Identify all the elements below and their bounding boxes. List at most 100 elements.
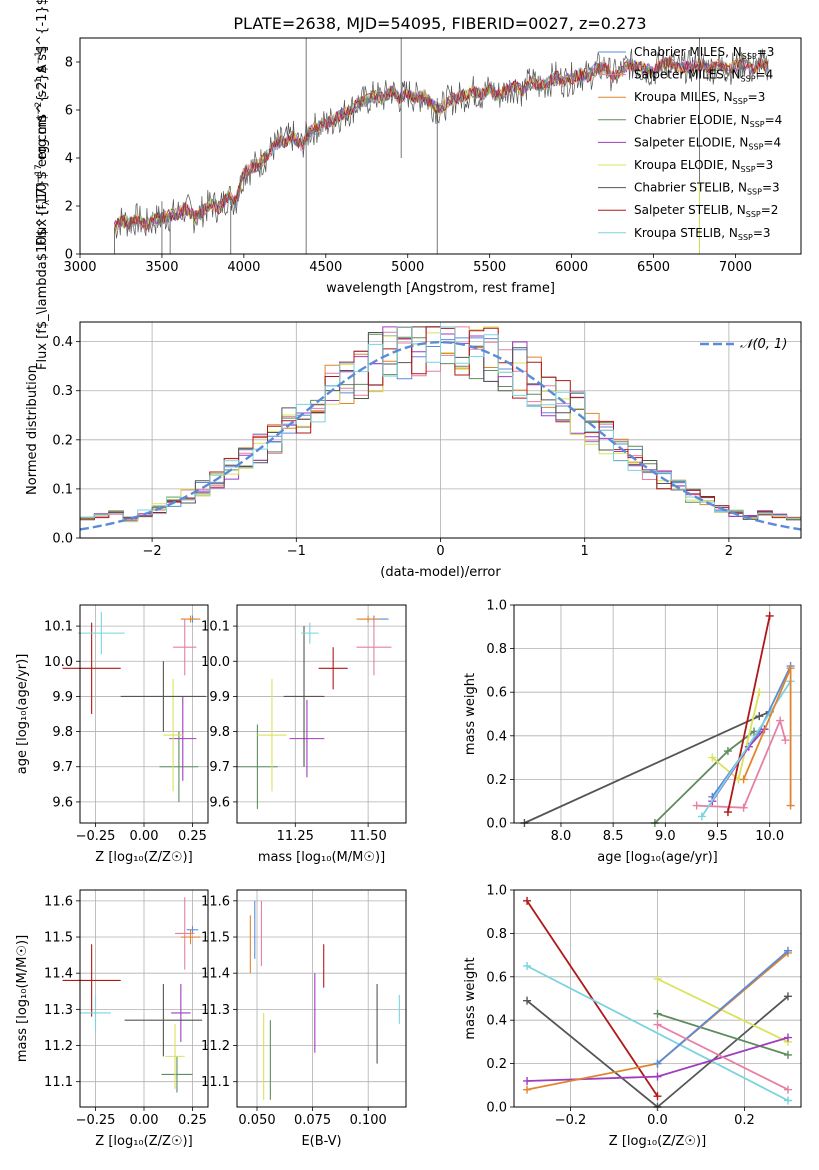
- series-marker-kroupa_elodie: [755, 688, 764, 697]
- legend-n: =4: [763, 135, 781, 149]
- axes-frame: [79, 321, 802, 539]
- legend-sub: SSP: [741, 165, 756, 174]
- x-axis-label: Z [log₁₀(Z/Z☉)]: [95, 850, 192, 865]
- y-axis-label: mass weight: [463, 957, 478, 1039]
- series-marker-kroupa_elodie: [708, 753, 717, 762]
- series-line-salpeter_miles: [657, 1023, 789, 1091]
- y-axis-label: mass [log₁₀(M/M☉)]: [15, 935, 30, 1062]
- x-tick-label: 11.50: [350, 829, 387, 844]
- x-tick-label: 0.25: [178, 1113, 207, 1128]
- y-tick-label: 11.6: [44, 894, 73, 909]
- y-axis-label-part: A: [35, 64, 50, 77]
- x-tick-label: 3500: [145, 260, 178, 275]
- x-tick-label: 3000: [63, 260, 96, 275]
- y-tick-label: 11.2: [44, 1039, 73, 1054]
- x-tick-label: 0: [436, 544, 444, 559]
- legend-n: =3: [757, 45, 775, 59]
- x-tick-label: 4000: [227, 260, 260, 275]
- x-tick-label: 0.050: [238, 1113, 275, 1128]
- y-tick-label: 11.4: [44, 967, 73, 982]
- legend-sub: SSP: [746, 210, 761, 219]
- panel-residuals: −2 −1 0 1 2 0.0 0.1 0.2 0.3 0.4 (data-model)/error…: [25, 321, 802, 580]
- series-marker-salpeter_miles: [739, 803, 748, 812]
- y-tick-label: 11.1: [201, 1075, 230, 1090]
- y-tick-label: 11.5: [44, 931, 73, 946]
- x-axis-label: mass [log₁₀(M/M☉)]: [258, 850, 385, 865]
- y-tick-label: 10.0: [44, 655, 73, 670]
- x-axis-label: (data-model)/error: [380, 565, 501, 580]
- x-axis-label: Z [log₁₀(Z/Z☉)]: [609, 1134, 706, 1149]
- spectrum-line-chabrier_elodie: [114, 55, 769, 231]
- y-tick-label: 0.2: [486, 1057, 507, 1072]
- y-tick-label: 9.6: [209, 795, 230, 810]
- series-marker-salpeter_stelib: [653, 1092, 662, 1101]
- series-marker-salpeter_miles: [783, 1085, 792, 1094]
- panel-mass_vs_ebv: 0.050 0.075 0.100 11.1 11.2 11.3 11.4 11.5 11.6 E…: [201, 889, 407, 1149]
- axes-frame: [236, 889, 407, 1108]
- series-marker-salpeter_elodie: [523, 1076, 532, 1085]
- y-tick-label: 9.8: [52, 725, 73, 740]
- x-tick-label: 0.00: [130, 829, 159, 844]
- y-tick-label: 8: [65, 56, 73, 71]
- legend-n: =4: [756, 68, 774, 82]
- panel-weight_vs_Z: −0.2 0.0 0.2 0.0 0.2 0.4 0.6 0.8 1.0 Z [log₁₀(Z/Z…: [463, 884, 802, 1149]
- legend-text: Chabrier ELODIE, N: [634, 113, 750, 127]
- legend-sub: SSP: [733, 97, 748, 106]
- legend-n: =3: [753, 226, 771, 240]
- series-marker-kroupa_miles: [786, 801, 795, 810]
- x-tick-label: 1: [581, 544, 589, 559]
- legend-n: =4: [765, 113, 783, 127]
- legend-n: =3: [748, 90, 766, 104]
- x-tick-label: 0.0: [647, 1113, 668, 1128]
- y-axis-label-part: Flux [f: [35, 205, 50, 246]
- panel-weight_vs_age: 8.0 8.5 9.0 9.5 10.0 0.0 0.2 0.4 0.6 0.8 1.0 age [l…: [463, 599, 802, 865]
- series-line-kroupa_elodie: [657, 978, 789, 1043]
- x-tick-label: −1: [287, 544, 306, 559]
- y-tick-label: 10.1: [44, 620, 73, 635]
- y-tick-label: 0.0: [486, 1101, 507, 1116]
- y-tick-label: 6: [65, 104, 73, 119]
- y-tick-label: 9.8: [209, 725, 230, 740]
- axes-frame: [236, 604, 407, 824]
- series-marker-chabrier_miles: [783, 946, 792, 955]
- legend-text: Kroupa STELIB, N: [634, 226, 738, 240]
- y-tick-label: 0.2: [52, 433, 73, 448]
- series-marker-kroupa_stelib: [783, 1096, 792, 1105]
- legend-label-salpeter_miles: Salpeter MILES, NSSP=4: [634, 68, 773, 84]
- axes-frame: [513, 889, 802, 1108]
- y-axis-label-part: −1: [34, 51, 44, 64]
- y-tick-label: 9.9: [209, 690, 230, 705]
- series-marker-chabrier_stelib: [755, 712, 764, 721]
- y-tick-label: 0.8: [486, 642, 507, 657]
- y-tick-label: 10.1: [201, 620, 230, 635]
- x-tick-label: 0.25: [178, 829, 207, 844]
- x-tick-label: −0.25: [76, 829, 116, 844]
- plot-area-residuals: [79, 326, 802, 538]
- panel-age_vs_mass: 11.25 11.50 9.6 9.7 9.8 9.9 10.0 10.1 mass [log₁…: [201, 604, 407, 865]
- axes-frame: [79, 37, 802, 255]
- y-tick-label: 9.9: [52, 690, 73, 705]
- legend-text: Salpeter ELODIE, N: [634, 135, 748, 149]
- x-axis-label: wavelength [Angstrom, rest frame]: [326, 281, 555, 296]
- y-axis-label-part: λ: [42, 199, 52, 205]
- legend-text: Chabrier MILES, N: [634, 45, 742, 59]
- plot-area-spectrum: [114, 38, 769, 254]
- x-tick-label: 6000: [555, 260, 588, 275]
- spectrum-line-salpeter_stelib: [114, 55, 769, 233]
- legend-sub: SSP: [748, 142, 763, 151]
- y-tick-label: 11.3: [201, 1003, 230, 1018]
- y-tick-label: 4: [65, 152, 73, 167]
- series-marker-chabrier_elodie: [783, 1050, 792, 1059]
- plot-area-age_vs_Z: [62, 612, 207, 802]
- x-tick-label: 10.0: [755, 829, 784, 844]
- y-axis-label-part: −17: [34, 164, 44, 183]
- y-tick-label: 0.0: [52, 532, 73, 547]
- y-tick-label: 9.7: [52, 760, 73, 775]
- y-tick-label: 11.3: [44, 1003, 73, 1018]
- legend-label-salpeter_stelib: Salpeter STELIB, NSSP=2: [634, 203, 778, 219]
- y-tick-label: 9.6: [52, 795, 73, 810]
- series-marker-salpeter_elodie: [653, 1072, 662, 1081]
- y-tick-label: 0.8: [486, 927, 507, 942]
- y-tick-label: 0.4: [486, 1014, 507, 1029]
- plot-area-age_vs_mass: [237, 615, 392, 809]
